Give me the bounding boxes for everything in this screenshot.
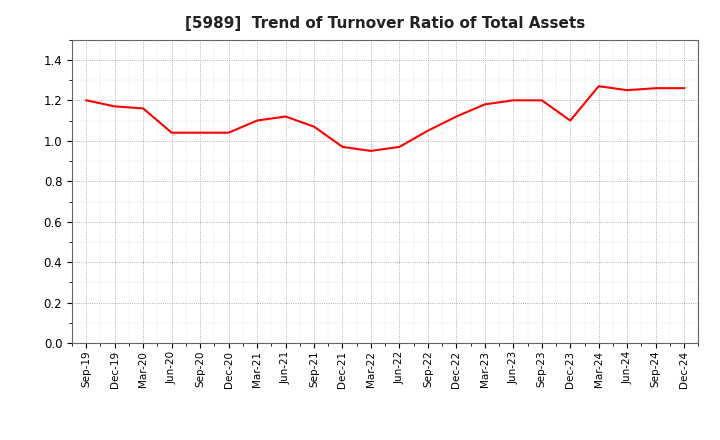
Title: [5989]  Trend of Turnover Ratio of Total Assets: [5989] Trend of Turnover Ratio of Total … — [185, 16, 585, 32]
